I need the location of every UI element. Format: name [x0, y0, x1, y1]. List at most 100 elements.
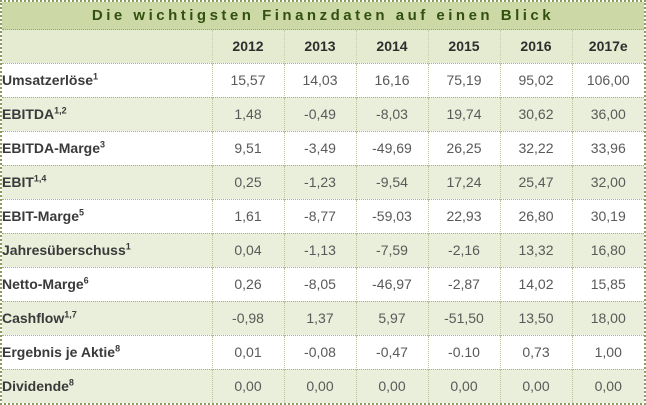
row-label: Ergebnis je Aktie8 [2, 335, 212, 369]
table-row: Umsatzerlöse1 15,57 14,03 16,16 75,19 95,02 10… [2, 63, 644, 97]
value-cell: 30,19 [571, 199, 644, 233]
table-row: Ergebnis je Aktie8 0,01 -0,08 -0,47 -0.10 0,7… [2, 335, 644, 369]
value-cell: 16,16 [355, 63, 428, 97]
value-cell: -9,54 [355, 165, 428, 199]
table-row: EBITDA-Marge3 9,51 -3,49 -49,69 26,25 32,22 33… [2, 131, 644, 165]
value-cell: 1,48 [211, 97, 284, 131]
value-cell: 32,00 [571, 165, 644, 199]
value-cell: 0,73 [499, 335, 572, 369]
value-cell: 13,50 [499, 301, 572, 335]
table-row: EBIT1,4 0,25 -1,23 -9,54 17,24 25,47 32,00 [2, 165, 644, 199]
value-cell: 17,24 [427, 165, 500, 199]
table-row: Netto-Marge6 0,26 -8,05 -46,97 -2,87 14,02 15,… [2, 267, 644, 301]
row-label-text: Umsatzerlöse [2, 72, 94, 88]
value-cell: 33,96 [571, 131, 644, 165]
value-cell: -0,08 [283, 335, 356, 369]
row-label: Jahresüberschuss1 [2, 233, 212, 267]
row-label: EBIT-Marge5 [2, 199, 212, 233]
value-cell: 14,02 [499, 267, 572, 301]
value-cell: 1,61 [211, 199, 284, 233]
value-cell: 1,00 [571, 335, 644, 369]
value-cell: -7,59 [355, 233, 428, 267]
value-cell: -1,23 [283, 165, 356, 199]
financials-table: 2012 2013 2014 2015 2016 2017e Umsatzerlöse1 1… [2, 30, 644, 403]
value-cell: -8,03 [355, 97, 428, 131]
value-cell: 0,00 [427, 369, 500, 403]
row-label: EBIT1,4 [2, 165, 212, 199]
row-label-text: EBIT [2, 174, 34, 190]
row-label-footnote: 6 [83, 275, 89, 286]
value-cell: 32,22 [499, 131, 572, 165]
row-label-text: Jahresüberschuss [2, 242, 126, 258]
value-cell: -2,16 [427, 233, 500, 267]
header-row: 2012 2013 2014 2015 2016 2017e [2, 30, 644, 63]
value-cell: 26,80 [499, 199, 572, 233]
year-header-2013: 2013 [283, 30, 356, 63]
value-cell: -8,05 [283, 267, 356, 301]
row-label-footnote: 8 [68, 377, 74, 388]
row-label-footnote: 1 [125, 241, 131, 252]
value-cell: 19,74 [427, 97, 500, 131]
row-label-text: Dividende [2, 378, 69, 395]
value-cell: 0,04 [211, 233, 284, 267]
table-title: Die wichtigsten Finanzdaten auf einen Bl… [2, 2, 644, 30]
value-cell: -59,03 [355, 199, 428, 233]
value-cell: -8,77 [283, 199, 356, 233]
table-row: Dividende8 0,00 0,00 0,00 0,00 0,00 0,00 [2, 369, 644, 403]
year-header-2016: 2016 [499, 30, 572, 63]
row-label-footnote: 1,2 [54, 105, 67, 116]
value-cell: -1,13 [283, 233, 356, 267]
table-body: Umsatzerlöse1 15,57 14,03 16,16 75,19 95,02 10… [2, 63, 644, 403]
table-row: EBITDA1,2 1,48 -0,49 -8,03 19,74 30,62 36,00 [2, 97, 644, 131]
value-cell: 0,01 [211, 335, 284, 369]
row-label-text: EBITDA-Marge [2, 140, 101, 156]
table-row: EBIT-Marge5 1,61 -8,77 -59,03 22,93 26,80 30,1… [2, 199, 644, 233]
value-cell: -3,49 [283, 131, 356, 165]
value-cell: -0,47 [355, 335, 428, 369]
value-cell: 0,00 [355, 369, 428, 403]
year-header-2014: 2014 [355, 30, 428, 63]
value-cell: 14,03 [283, 63, 356, 97]
row-label-text: Cashflow [2, 310, 65, 326]
value-cell: 25,47 [499, 165, 572, 199]
value-cell: -51,50 [427, 301, 500, 335]
row-label: Netto-Marge6 [2, 267, 212, 301]
value-cell: 5,97 [355, 301, 428, 335]
row-label-text: Ergebnis je Aktie [2, 344, 116, 360]
row-label-footnote: 5 [79, 207, 85, 218]
value-cell: 0,25 [211, 165, 284, 199]
value-cell: 15,57 [211, 63, 284, 97]
value-cell: 0,00 [283, 369, 356, 403]
value-cell: 18,00 [571, 301, 644, 335]
row-label-footnote: 1,7 [64, 309, 77, 320]
year-header-2015: 2015 [427, 30, 500, 63]
value-cell: 30,62 [499, 97, 572, 131]
value-cell: 0,26 [211, 267, 284, 301]
row-label: Umsatzerlöse1 [2, 63, 212, 97]
value-cell: -46,97 [355, 267, 428, 301]
year-header-2017e: 2017e [571, 30, 644, 63]
value-cell: 0,00 [571, 369, 644, 403]
row-label-footnote: 1 [93, 71, 99, 82]
row-label: Cashflow1,7 [2, 301, 212, 335]
value-cell: 36,00 [571, 97, 644, 131]
row-label-text: Netto-Marge [2, 276, 84, 292]
header-corner-cell [2, 30, 212, 63]
value-cell: 13,32 [499, 233, 572, 267]
row-label-footnote: 1,4 [33, 173, 47, 184]
table-header: 2012 2013 2014 2015 2016 2017e [2, 30, 644, 63]
row-label-text: EBITDA [2, 106, 55, 122]
row-label: Dividende8 [2, 369, 212, 403]
value-cell: -0.10 [427, 335, 500, 369]
value-cell: 0,00 [211, 369, 284, 403]
row-label: EBITDA-Marge3 [2, 131, 212, 165]
value-cell: 26,25 [427, 131, 500, 165]
value-cell: 75,19 [427, 63, 500, 97]
row-label-text: EBIT-Marge [2, 208, 80, 224]
value-cell: 15,85 [571, 267, 644, 301]
value-cell: 95,02 [499, 63, 572, 97]
table-row: Cashflow1,7 -0,98 1,37 5,97 -51,50 13,50 18,00 [2, 301, 644, 335]
value-cell: 9,51 [211, 131, 284, 165]
row-label-footnote: 8 [115, 343, 121, 354]
